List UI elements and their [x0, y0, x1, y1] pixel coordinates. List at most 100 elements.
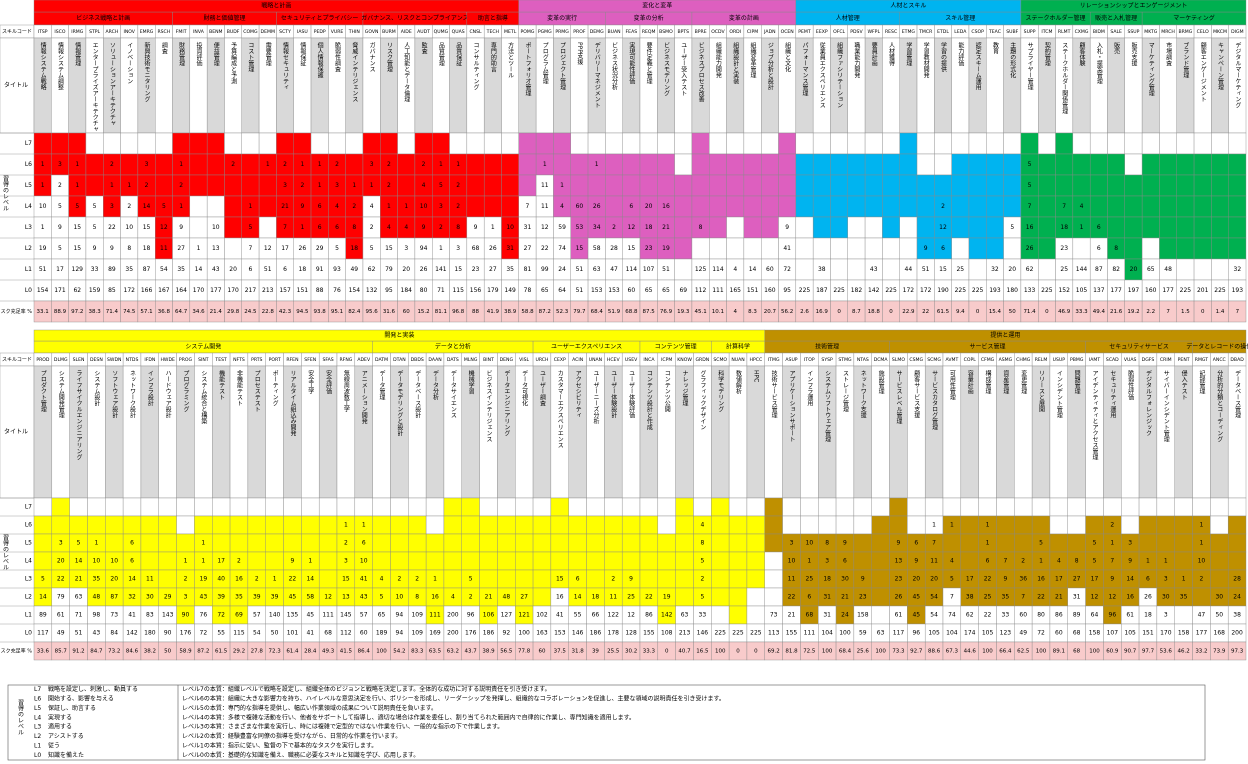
level-count: 20	[912, 576, 920, 583]
level-count: 4	[950, 558, 954, 565]
level-count: 14	[128, 576, 136, 583]
level-count: 135	[287, 612, 299, 619]
skill-title: デリバリーマネジメント	[593, 41, 600, 108]
level-count: 2	[415, 576, 419, 583]
level-count: 57	[253, 612, 261, 619]
level-count: 5	[370, 245, 374, 252]
task-rate: 41.9	[487, 309, 500, 315]
level-count: 35	[93, 576, 101, 583]
level-count: 1	[560, 182, 564, 189]
skill-title: 主題の形式化	[1009, 41, 1016, 79]
skill-code: PORT	[269, 357, 281, 363]
level-cell	[550, 551, 569, 571]
level-count: 7	[249, 245, 253, 252]
level-cell	[657, 515, 676, 535]
level-cell	[691, 195, 710, 218]
level-count: 1	[1182, 576, 1186, 583]
level-count: 15	[628, 245, 636, 252]
skill-title: マーケティング管理	[1147, 42, 1154, 96]
level-count: 151	[297, 287, 309, 294]
level-count: 3	[1128, 540, 1132, 547]
level-count: 1	[543, 161, 547, 168]
level-count: 178	[608, 630, 620, 637]
level-count: 6	[1146, 576, 1150, 583]
skill-title: 従業員エクスペリエンス	[818, 41, 825, 108]
skill-title: データベース管理	[1234, 369, 1241, 418]
level-cell	[1038, 258, 1056, 281]
level-cell	[847, 195, 866, 218]
skill-code: SFEN	[304, 357, 316, 363]
legend-desc: レベル1の本質：指示に従い、監督の下で基本的なタスクを実行します。	[182, 741, 377, 749]
level-count: 114	[626, 266, 638, 273]
skill-title: ステークホルダー関係管理	[1061, 42, 1068, 114]
level-cell	[986, 153, 1004, 176]
level-cell	[461, 515, 480, 535]
level-cell	[942, 497, 962, 517]
level-cell	[1210, 533, 1229, 553]
task-rate: 61.5	[215, 649, 228, 655]
level-cell	[709, 216, 727, 239]
level-count: 58	[306, 594, 314, 601]
level-cell	[1228, 195, 1247, 218]
level-cell	[586, 569, 605, 589]
level-count: 10	[110, 558, 118, 565]
level-cell	[871, 533, 890, 553]
level-count: 33	[91, 266, 99, 273]
level-cell	[746, 569, 765, 589]
skill-title: サービスレベル管理	[895, 370, 902, 424]
level-cell	[675, 569, 694, 589]
skill-code: CNSL	[469, 29, 482, 35]
level-count: 55	[574, 612, 582, 619]
skill-title: 教育	[991, 41, 998, 55]
level-count: 34	[593, 224, 601, 231]
title-cell	[746, 365, 765, 499]
level-cell	[1228, 237, 1247, 260]
task-rate: 41.5	[340, 649, 353, 655]
level-cell	[479, 533, 498, 553]
level-cell	[408, 551, 427, 571]
level-count: 27	[524, 245, 532, 252]
level-count: 80	[1037, 612, 1045, 619]
level-cell	[795, 195, 814, 218]
task-rate: 33.1	[37, 309, 49, 315]
task-rate: 33.2	[1195, 649, 1207, 655]
skill-title: 組織と文化	[784, 41, 791, 73]
level-cell	[176, 533, 195, 553]
level-count: 2	[231, 161, 235, 168]
legend-name: 保証し、助言する	[48, 704, 96, 712]
level-cell	[864, 216, 883, 239]
task-rate: 63.5	[429, 649, 442, 655]
level-count: 11	[541, 182, 549, 189]
level-cell	[899, 237, 918, 260]
skill-title: システムソフトウェア管理	[824, 370, 831, 442]
level-cell	[830, 258, 848, 281]
level-count: 156	[470, 287, 482, 294]
level-count: 73	[770, 612, 778, 619]
skill-title: 侵入テスト	[1180, 369, 1187, 400]
level-count: 4	[404, 224, 408, 231]
skill-title: ジョブ分析と設計	[766, 42, 773, 91]
legend-level: L1	[34, 742, 41, 749]
level-count: 4	[1057, 558, 1061, 565]
skill-code: IASU	[297, 29, 308, 35]
level-cell	[212, 497, 231, 517]
skill-code: PRMG	[555, 29, 569, 35]
level-cell	[709, 174, 727, 197]
task-rate: 73.3	[892, 649, 905, 655]
skill-code: SLEN	[73, 357, 85, 363]
level-cell	[1138, 533, 1158, 553]
level-cell	[1227, 497, 1247, 517]
level-label: L5	[25, 540, 32, 547]
group-label: スキル管理	[945, 14, 975, 22]
level-count: 64	[558, 287, 566, 294]
level-cell	[746, 587, 765, 607]
level-cell	[674, 153, 693, 176]
skill-title: 学習管理	[905, 41, 912, 66]
task-rate: 81.8	[785, 649, 798, 655]
level-count: 6	[807, 594, 811, 601]
task-rate: 97.3	[1231, 649, 1244, 655]
level-count: 152	[1058, 287, 1070, 294]
task-rate: 21.4	[210, 309, 223, 315]
level-count: 4	[700, 522, 704, 529]
level-label: L2	[25, 594, 32, 601]
